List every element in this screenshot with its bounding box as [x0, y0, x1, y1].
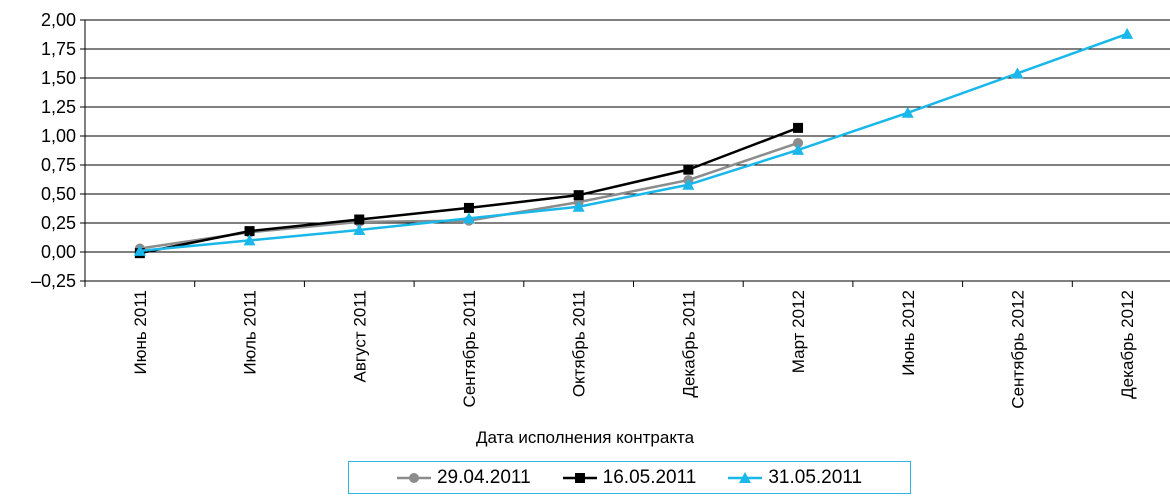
legend-marker-square-icon [562, 472, 597, 483]
data-point-series-1 [793, 137, 804, 148]
x-tick-label: Июнь 2011 [131, 290, 150, 375]
data-point-series-3 [353, 223, 366, 235]
data-point-series-3 [1011, 67, 1024, 79]
data-point-series-2 [354, 214, 365, 225]
line-chart: 2,00 1,75 1,50 1,25 1,00 0,75 0,50 0,25 0,00 –0,2… [31, 10, 1170, 409]
data-point-series-3 [1121, 27, 1134, 39]
y-tick-label: 0,50 [41, 184, 76, 204]
legend: 29.04.2011 16.05.2011 31.05.2011 [348, 461, 911, 494]
series-line-2 [139, 126, 799, 255]
data-point-series-3 [133, 244, 146, 256]
y-tick-label: –0,25 [31, 271, 76, 291]
data-point-series-3 [682, 178, 695, 190]
x-tick-label: Март 2012 [789, 290, 808, 373]
y-tick-label: 1,75 [41, 39, 76, 59]
data-point-series-2 [463, 202, 474, 213]
y-tick-label: 0,75 [41, 155, 76, 175]
x-tick-label: Декабрь 2012 [1118, 290, 1137, 399]
x-tick-label: Сентябрь 2011 [460, 290, 479, 407]
x-axis-title: Дата исполнения контракта [475, 428, 695, 447]
x-tick-label: Июнь 2012 [899, 290, 918, 376]
y-tick-label: 1,25 [41, 97, 76, 117]
legend-item-series-1: 29.04.2011 [396, 466, 531, 489]
y-tick-label: 2,00 [41, 10, 76, 30]
legend-item-series-3: 31.05.2011 [728, 467, 862, 489]
legend-label-series-2: 16.05.2011 [602, 466, 697, 488]
data-point-series-2 [683, 164, 694, 175]
grid-lines [85, 19, 1170, 282]
y-tick-label: 0,00 [41, 242, 76, 262]
legend-marker-triangle-icon [728, 471, 763, 483]
data-point-series-2 [573, 190, 584, 201]
y-tick-label: 0,25 [41, 213, 76, 233]
series-line-3 [139, 32, 1128, 253]
legend-label-series-1: 29.04.2011 [436, 466, 531, 488]
data-point-series-3 [243, 234, 256, 246]
x-tick-label: Сентябрь 2012 [1008, 290, 1027, 409]
legend-marker-circle-icon [396, 472, 431, 483]
y-tick-label: 1,50 [41, 68, 76, 88]
x-tick-label: Август 2011 [350, 290, 369, 382]
x-tick-label: Июль 2011 [241, 290, 260, 375]
legend-item-series-2: 16.05.2011 [562, 466, 697, 489]
data-point-series-2 [244, 226, 255, 237]
x-axis: Июнь 2011 Июль 2011 Август 2011 Сентябрь 20… [84, 20, 1137, 409]
y-axis-ticks: 2,00 1,75 1,50 1,25 1,00 0,75 0,50 0,25 0,00 –0,2… [31, 10, 85, 291]
data-point-series-3 [901, 106, 914, 118]
x-tick-label: Декабрь 2011 [679, 290, 698, 398]
x-tick-label: Октябрь 2011 [570, 290, 589, 397]
data-point-series-3 [792, 143, 805, 155]
series-lines [133, 27, 1134, 259]
y-tick-label: 1,00 [41, 126, 76, 146]
data-point-series-3 [572, 200, 585, 212]
legend-label-series-3: 31.05.2011 [768, 466, 863, 488]
data-point-series-2 [793, 122, 804, 133]
data-point-series-3 [462, 212, 475, 224]
